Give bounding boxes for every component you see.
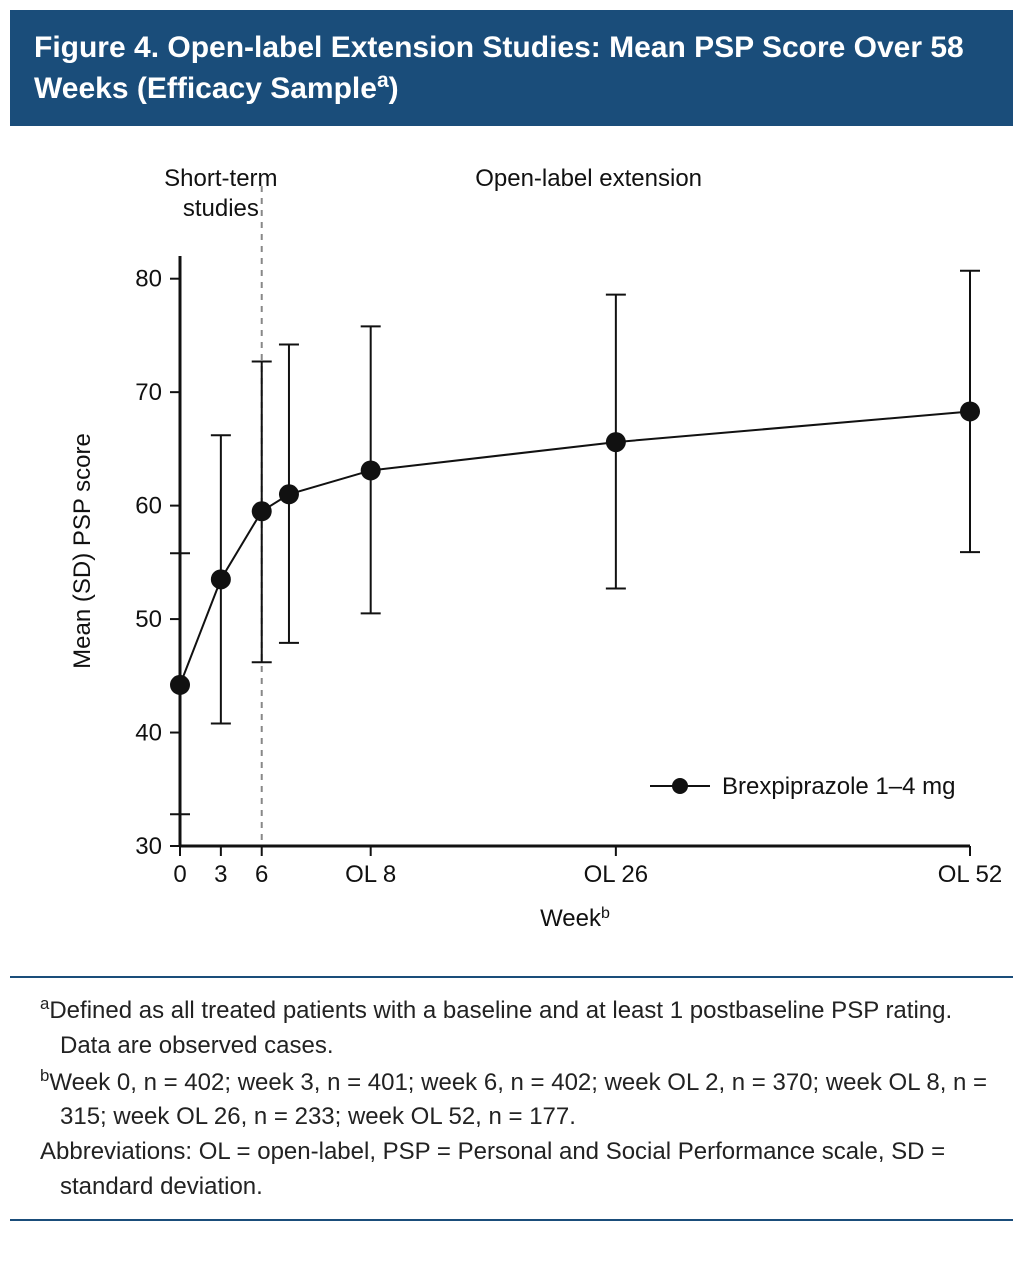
region-label-left: Short-term — [164, 165, 277, 192]
x-tick-label: 3 — [214, 861, 227, 888]
x-tick-label: 6 — [255, 861, 268, 888]
data-point — [252, 501, 272, 521]
region-label-left: studies — [183, 195, 259, 222]
data-point — [606, 432, 626, 452]
x-axis-label: Weekb — [540, 905, 610, 933]
footnote-b: bWeek 0, n = 402; week 3, n = 401; week … — [40, 1064, 1003, 1136]
data-point — [279, 484, 299, 504]
footnotes: aDefined as all treated patients with a … — [10, 976, 1013, 1221]
legend-label: Brexpiprazole 1–4 mg — [722, 773, 955, 800]
y-tick-label: 30 — [135, 833, 162, 860]
footnote-abbr: Abbreviations: OL = open-label, PSP = Pe… — [40, 1135, 1003, 1205]
y-tick-label: 50 — [135, 606, 162, 633]
y-tick-label: 70 — [135, 379, 162, 406]
region-label-right: Open-label extension — [475, 165, 702, 192]
y-tick-label: 60 — [135, 493, 162, 520]
y-axis-label: Mean (SD) PSP score — [69, 433, 96, 669]
x-tick-label: OL 52 — [938, 861, 1003, 888]
data-point — [960, 401, 980, 421]
data-point — [361, 460, 381, 480]
footnote-a: aDefined as all treated patients with a … — [40, 992, 1003, 1064]
x-tick-label: 0 — [173, 861, 186, 888]
data-point — [170, 675, 190, 695]
legend-marker-icon — [672, 778, 688, 794]
chart-area: Short-termstudiesOpen-label extension304… — [10, 126, 1013, 976]
data-point — [211, 569, 231, 589]
x-tick-label: OL 26 — [584, 861, 649, 888]
figure-title-text: Figure 4. Open-label Extension Studies: … — [34, 31, 964, 105]
x-tick-label: OL 8 — [345, 861, 396, 888]
y-tick-label: 40 — [135, 720, 162, 747]
figure-title: Figure 4. Open-label Extension Studies: … — [10, 10, 1013, 126]
y-tick-label: 80 — [135, 266, 162, 293]
figure-container: Figure 4. Open-label Extension Studies: … — [10, 10, 1013, 1221]
chart-svg: Short-termstudiesOpen-label extension304… — [10, 126, 1013, 976]
